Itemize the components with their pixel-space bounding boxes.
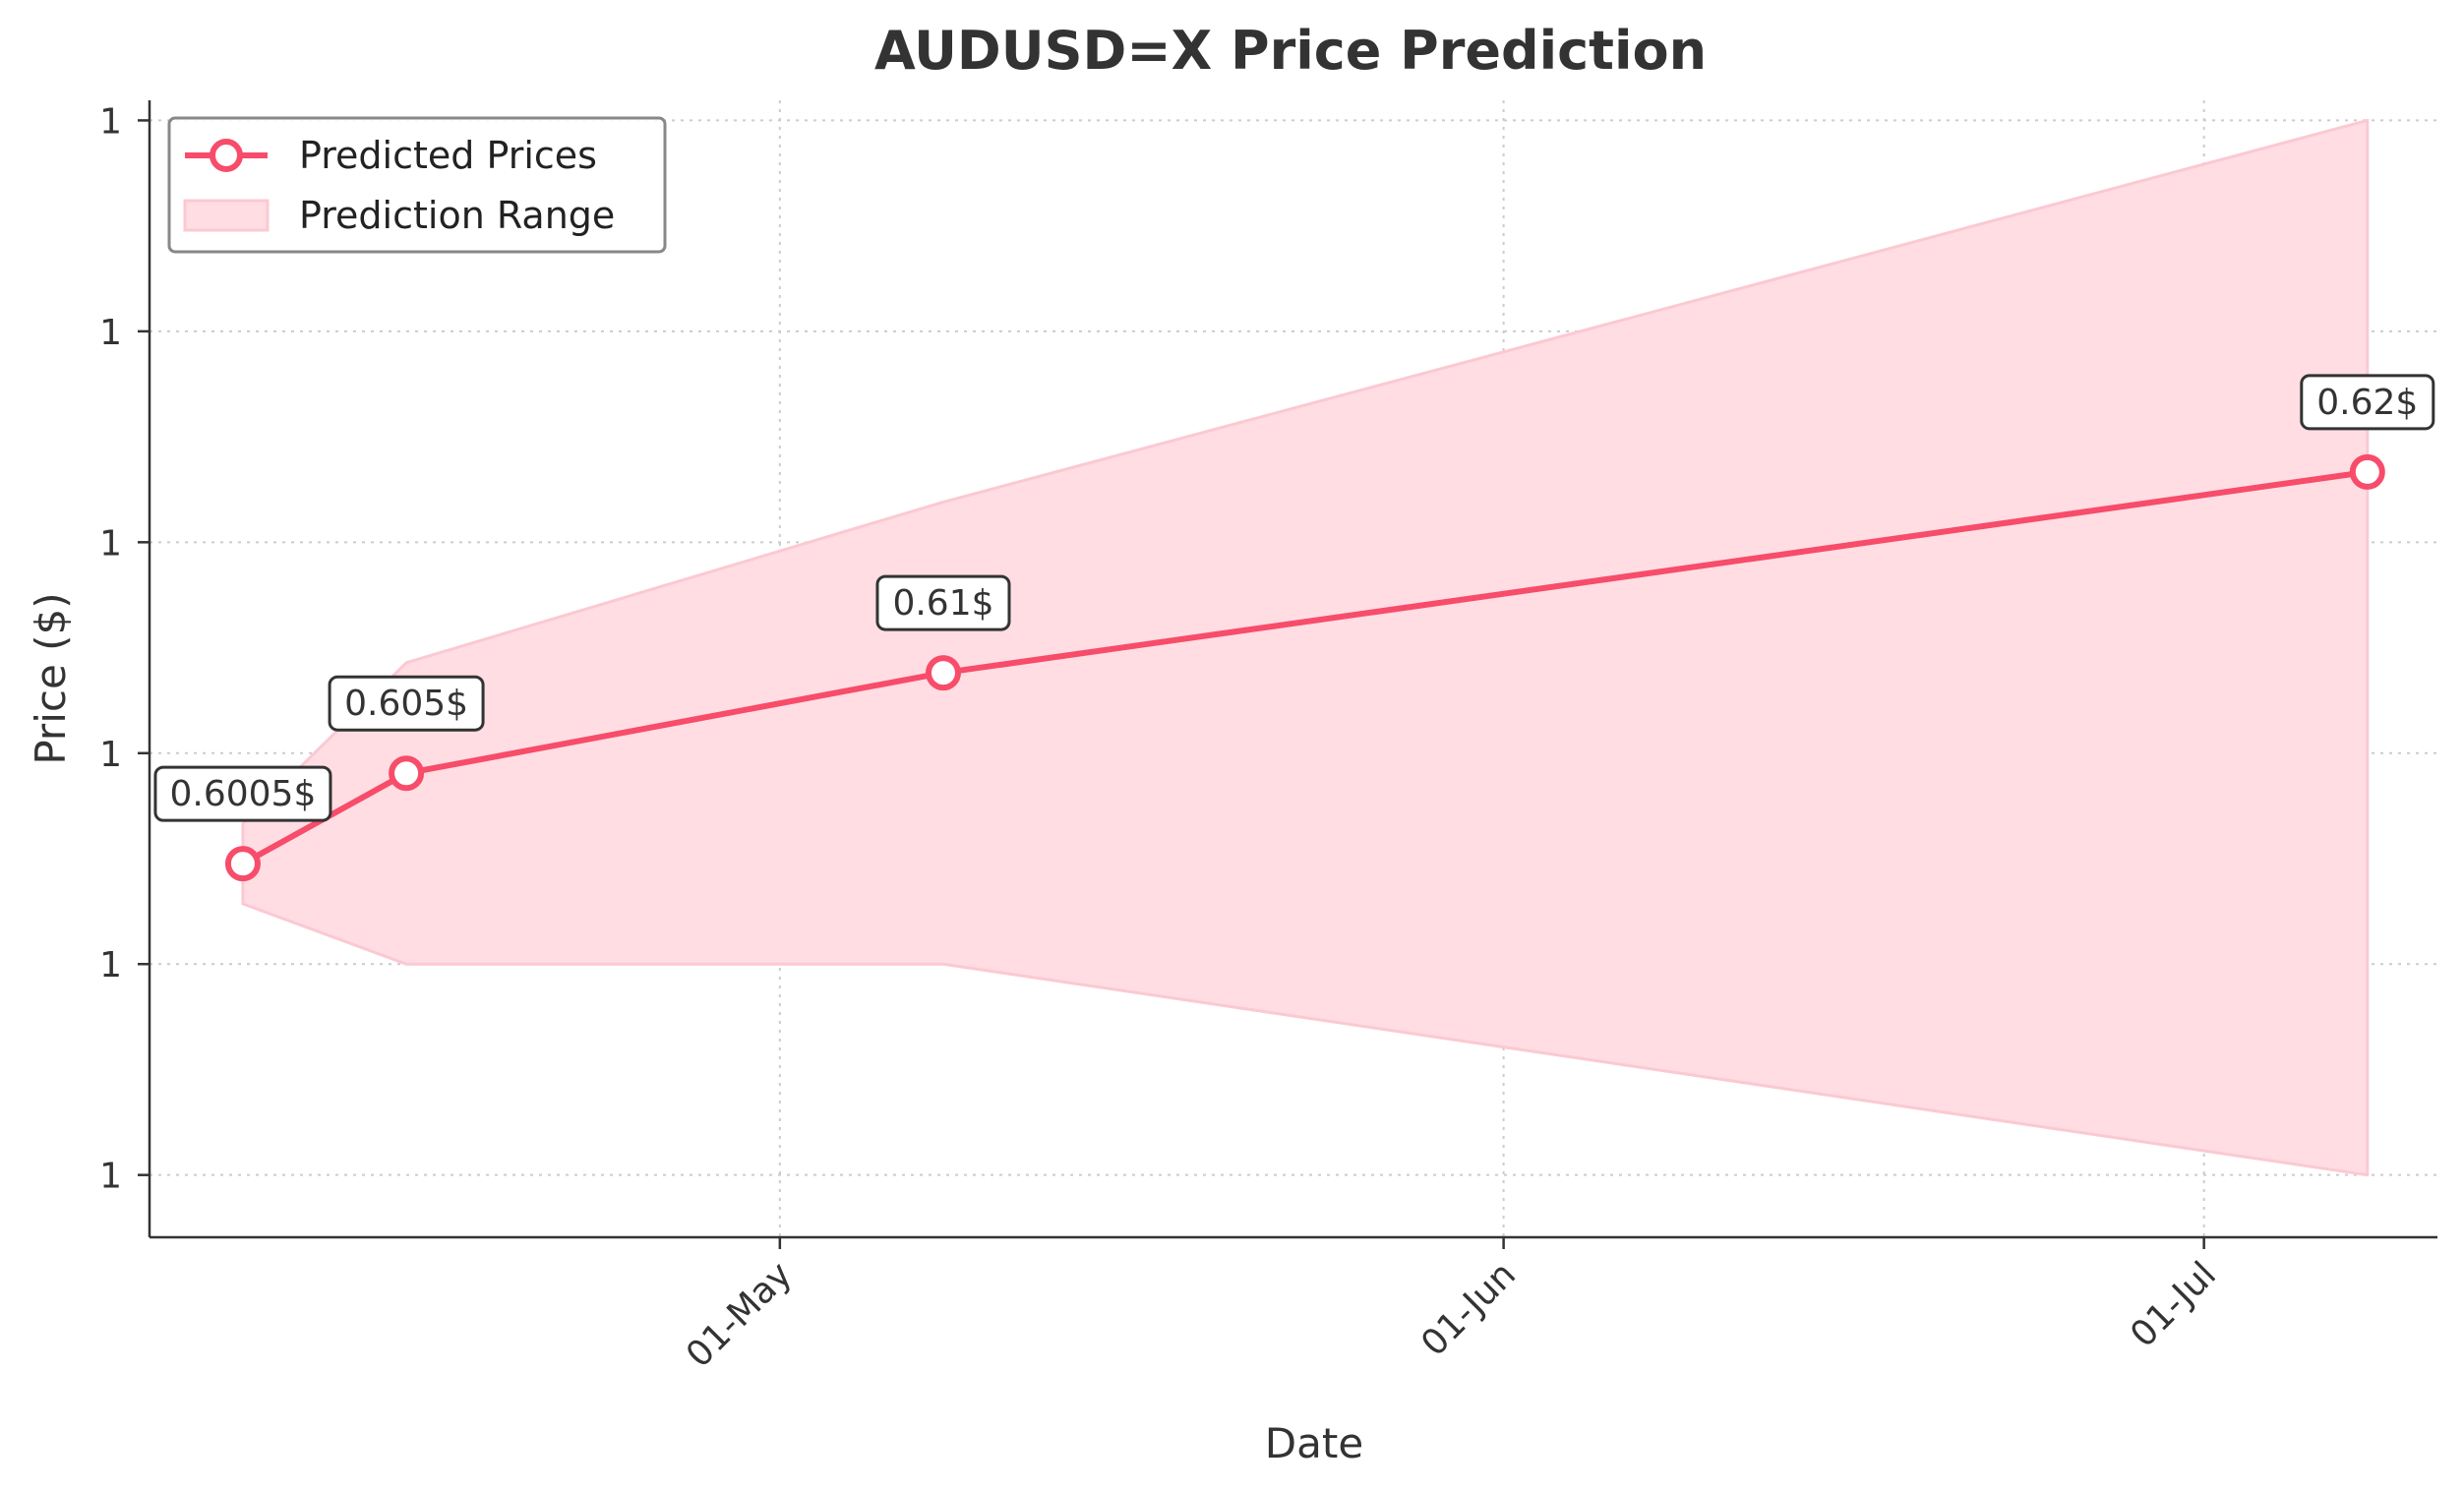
predicted-price-point bbox=[2349, 453, 2385, 490]
predicted-price-points bbox=[224, 453, 2385, 882]
y-axis-ticks: 1 1 1 1 1 1 bbox=[99, 101, 150, 1197]
price-annotations: 0.6005$ 0.605$ 0.61$ 0.62$ bbox=[153, 374, 2435, 822]
y-axis-label: Price ($) bbox=[27, 592, 75, 764]
prediction-range-area bbox=[241, 118, 2370, 1177]
predicted-price-point bbox=[224, 846, 261, 882]
annotation-label: 0.6005$ bbox=[170, 774, 317, 814]
legend-frame bbox=[167, 116, 667, 254]
legend-marker-swatch bbox=[210, 139, 243, 172]
annotation-box bbox=[328, 675, 485, 732]
y-tick-label: 1 bbox=[99, 735, 122, 775]
annotation-label: 0.62$ bbox=[2316, 383, 2418, 423]
x-tick-label: 01-Jul bbox=[2123, 1254, 2224, 1355]
annotation-label: 0.605$ bbox=[344, 684, 468, 724]
legend-item-predicted-prices: Predicted Prices bbox=[185, 134, 597, 177]
legend: Predicted Prices Prediction Range bbox=[167, 116, 667, 254]
legend-label: Prediction Range bbox=[299, 194, 615, 237]
x-axis-label: Date bbox=[1265, 1419, 1363, 1467]
legend-label: Predicted Prices bbox=[299, 134, 597, 177]
annotation-box bbox=[2300, 374, 2435, 431]
y-tick-label: 1 bbox=[99, 313, 122, 353]
chart-title: AUDUSD=X Price Prediction bbox=[874, 20, 1707, 82]
prediction-range-band bbox=[241, 118, 2370, 1177]
y-tick-label: 1 bbox=[99, 945, 122, 985]
predicted-price-point bbox=[925, 655, 961, 691]
price-annotation: 0.605$ bbox=[328, 675, 485, 732]
y-tick-label: 1 bbox=[99, 101, 122, 142]
annotation-box bbox=[875, 574, 1011, 631]
price-annotation: 0.6005$ bbox=[153, 765, 332, 822]
y-tick-label: 1 bbox=[99, 523, 122, 564]
price-annotation: 0.61$ bbox=[875, 574, 1011, 631]
price-annotation: 0.62$ bbox=[2300, 374, 2435, 431]
x-tick-label: 01-May bbox=[679, 1254, 800, 1375]
annotation-box bbox=[153, 765, 332, 822]
y-tick-label: 1 bbox=[99, 1157, 122, 1197]
predicted-price-point bbox=[389, 755, 425, 792]
x-tick-label: 01-Jun bbox=[1413, 1254, 1524, 1364]
x-axis-ticks: 01-May 01-Jun 01-Jul bbox=[679, 1237, 2224, 1376]
legend-area-swatch bbox=[183, 199, 270, 232]
legend-item-prediction-range: Prediction Range bbox=[183, 194, 615, 237]
axes bbox=[148, 100, 2437, 1239]
annotation-label: 0.61$ bbox=[892, 583, 993, 624]
